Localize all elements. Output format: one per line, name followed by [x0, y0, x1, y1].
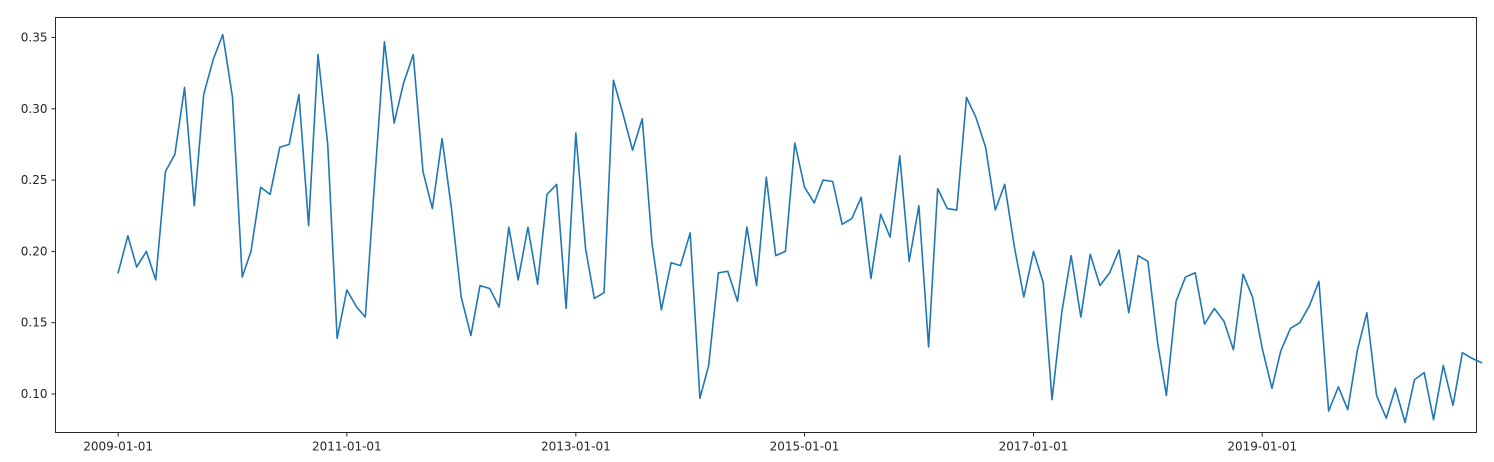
series-line-0: [117, 33, 1483, 424]
x-axis: 2009-01-01 2011-01-01 2013-01-01 2015-01-01…: [83, 432, 1297, 454]
y-tick-label: 0.25: [21, 173, 48, 187]
y-tick-label: 0.35: [21, 30, 48, 44]
x-tick-label: 2017-01-01: [999, 440, 1069, 454]
y-tick-label: 0.15: [21, 316, 48, 330]
y-tick-label: 0.30: [21, 102, 48, 116]
x-tick-label: 2009-01-01: [83, 440, 153, 454]
series-layer: [117, 33, 1483, 424]
y-tick-label: 0.10: [21, 387, 48, 401]
y-tick-label: 0.20: [21, 244, 48, 258]
x-tick-label: 2013-01-01: [541, 440, 611, 454]
x-tick-label: 2011-01-01: [312, 440, 382, 454]
x-tick-label: 2019-01-01: [1227, 440, 1297, 454]
x-tick-label: 2015-01-01: [770, 440, 840, 454]
y-axis: 0.10 0.15 0.20 0.25 0.30 0.35: [21, 30, 56, 401]
plot-frame: [55, 17, 1477, 433]
